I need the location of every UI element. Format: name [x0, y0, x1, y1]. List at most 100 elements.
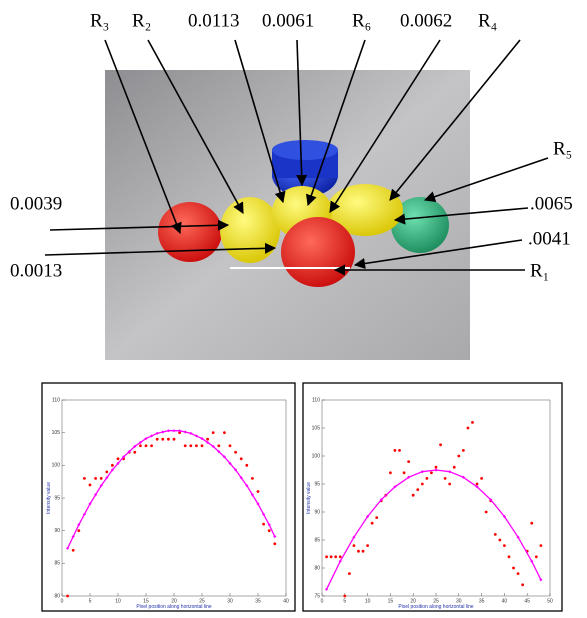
x-tick-label: 5	[89, 598, 92, 604]
data-point	[457, 454, 461, 458]
fit-marker	[183, 430, 187, 434]
fit-line	[67, 430, 276, 549]
data-point	[234, 450, 238, 454]
x-tick-label: 0	[321, 598, 324, 604]
data-point	[116, 457, 120, 461]
data-point	[195, 444, 198, 448]
data-point	[434, 465, 438, 469]
data-point	[471, 421, 474, 424]
label: R₁	[530, 260, 549, 281]
y-axis-label: Intensity value	[46, 482, 52, 514]
label: 0.0061	[262, 10, 314, 31]
y-tick-label: 85	[54, 561, 60, 567]
data-point	[416, 488, 420, 491]
data-point	[88, 483, 92, 487]
fit-marker	[144, 436, 148, 441]
label: 0.0039	[10, 193, 62, 214]
fit-marker	[222, 455, 226, 459]
fit-marker	[461, 475, 465, 479]
data-point	[539, 544, 543, 547]
fit-marker	[217, 450, 221, 454]
label: 0.0062	[400, 10, 452, 31]
data-point	[521, 583, 525, 587]
data-point	[133, 450, 137, 454]
label: R₅	[553, 138, 572, 159]
data-point	[262, 522, 265, 526]
data-point	[256, 490, 260, 493]
data-point	[448, 482, 452, 486]
fit-marker	[66, 546, 70, 550]
data-point	[83, 477, 86, 480]
fit-marker	[228, 461, 232, 465]
data-point	[71, 548, 75, 552]
data-point	[507, 555, 511, 559]
fit-marker	[172, 429, 176, 433]
x-tick-label: 10	[115, 598, 121, 604]
data-point	[420, 482, 424, 486]
fit-marker	[178, 429, 182, 433]
fit-marker	[250, 493, 254, 497]
data-point	[407, 460, 411, 463]
label: R₂	[132, 10, 151, 31]
fit-marker	[150, 434, 154, 438]
fit-marker	[194, 434, 198, 438]
data-point	[452, 465, 456, 469]
y-tick-label: 90	[314, 509, 320, 515]
fit-marker	[77, 523, 81, 527]
data-point	[144, 444, 148, 448]
x-tick-label: 45	[524, 598, 530, 604]
fit-marker	[122, 455, 126, 459]
data-point	[480, 477, 483, 480]
data-point	[498, 538, 502, 542]
data-point	[375, 516, 379, 519]
x-tick-label: 25	[199, 598, 205, 604]
chart-frame	[302, 382, 563, 612]
y-tick-label: 105	[52, 430, 61, 436]
fit-marker	[88, 502, 92, 506]
data-point	[94, 477, 97, 480]
data-point	[239, 457, 243, 461]
data-point	[475, 482, 479, 486]
fit-marker	[110, 468, 114, 472]
fit-marker	[105, 476, 109, 480]
data-point	[105, 470, 109, 474]
x-tick-label: 10	[365, 598, 371, 604]
y-tick-label: 90	[54, 528, 60, 534]
fit-marker	[273, 534, 277, 539]
data-point	[425, 477, 429, 480]
fit-marker	[155, 431, 159, 435]
data-point	[200, 444, 204, 448]
y-tick-label: 110	[312, 397, 320, 403]
fit-marker	[161, 430, 165, 434]
data-point	[139, 444, 142, 448]
fit-marker	[489, 498, 493, 502]
data-point	[398, 449, 401, 452]
data-point	[393, 449, 397, 452]
fit-marker	[127, 450, 131, 454]
data-point	[228, 444, 232, 448]
x-tick-label: 20	[410, 598, 416, 604]
data-point	[512, 566, 515, 570]
label: .0041	[528, 228, 571, 249]
fit-marker	[420, 470, 424, 474]
x-tick-label: 15	[388, 598, 394, 604]
data-point	[503, 544, 506, 547]
fit-marker	[99, 483, 103, 488]
data-point	[370, 521, 374, 525]
data-point	[357, 549, 360, 553]
fit-marker	[189, 431, 193, 435]
data-point	[206, 437, 210, 441]
data-point	[343, 594, 347, 598]
data-point	[443, 477, 447, 480]
data-point	[178, 431, 182, 435]
x-axis-label: Pixel position along horizontal line	[136, 604, 212, 610]
y-tick-label: 105	[312, 425, 321, 431]
data-point	[325, 555, 328, 559]
fit-marker	[530, 559, 534, 563]
fit-marker	[239, 476, 243, 480]
x-axis-label: Pixel position along horizontal line	[398, 604, 474, 610]
data-point	[411, 493, 415, 497]
data-point	[516, 572, 520, 575]
fit-marker	[407, 475, 411, 479]
fit-marker	[245, 483, 249, 488]
